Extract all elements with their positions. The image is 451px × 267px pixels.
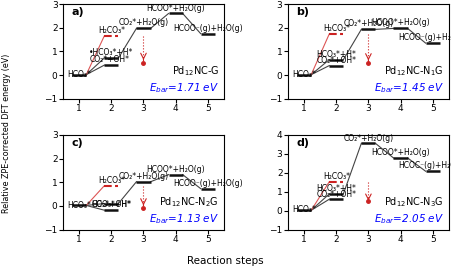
Text: HCO₃*: HCO₃* [67,70,91,79]
Text: $E_{bar}$=1.45 eV: $E_{bar}$=1.45 eV [374,81,444,95]
Text: c): c) [71,138,83,148]
Text: HCOO⁻(g)+H₂O(g): HCOO⁻(g)+H₂O(g) [173,24,243,33]
Text: HCOO⁻(g)+H₂O(g): HCOO⁻(g)+H₂O(g) [173,179,243,188]
Text: •HCO₃*+H*: •HCO₃*+H* [89,48,133,57]
Text: H₂CO₃*: H₂CO₃* [323,24,350,33]
Text: H₂CO₃*: H₂CO₃* [98,176,125,185]
Text: HCOO*+H₂O(g): HCOO*+H₂O(g) [371,18,430,28]
Text: CO₂*+OH*: CO₂*+OH* [316,190,356,199]
Text: HCO₃*+H*: HCO₃*+H* [316,184,356,193]
Text: HCO₃*: HCO₃* [67,201,91,210]
Text: HCOO*+H₂O(g): HCOO*+H₂O(g) [146,165,205,174]
Text: CO₂*+OH*: CO₂*+OH* [316,56,356,65]
Text: $E_{bar}$=1.13 eV: $E_{bar}$=1.13 eV [149,212,219,226]
Text: CO₂*+OH*: CO₂*+OH* [90,55,130,64]
Text: HCOO⁻(g)+H₂O(g): HCOO⁻(g)+H₂O(g) [398,33,451,42]
Text: CO₂*+H₂O(g): CO₂*+H₂O(g) [119,172,169,181]
Text: $E_{bar}$=1.71 eV: $E_{bar}$=1.71 eV [149,81,219,95]
Text: CO₂*+OH*: CO₂*+OH* [92,200,131,209]
Text: HCOO*+H₂O(g): HCOO*+H₂O(g) [146,3,205,13]
Text: H₂CO₃*: H₂CO₃* [323,172,350,181]
Text: d): d) [296,138,309,148]
Text: HCO₃*: HCO₃* [292,205,316,214]
Text: Pd$_{12}$NC-N$_{2}$G: Pd$_{12}$NC-N$_{2}$G [160,195,219,209]
Text: Relative ZPE-corrected DFT energy (eV): Relative ZPE-corrected DFT energy (eV) [2,54,11,213]
Text: a): a) [71,7,84,17]
Text: HCOO*+H₂O(g): HCOO*+H₂O(g) [371,148,430,157]
Text: Reaction steps: Reaction steps [187,256,264,266]
Text: CO₂*+H₂O(g): CO₂*+H₂O(g) [343,134,393,143]
Text: H₂CO₃*: H₂CO₃* [98,26,125,35]
Text: $E_{bar}$=2.05 eV: $E_{bar}$=2.05 eV [374,212,444,226]
Text: HCO₃*: HCO₃* [292,70,316,79]
Text: Pd$_{12}$NC-N$_{1}$G: Pd$_{12}$NC-N$_{1}$G [384,64,444,78]
Text: HCO₃*+H*: HCO₃*+H* [92,200,131,209]
Text: CO₂*+H₂O(g): CO₂*+H₂O(g) [119,18,169,28]
Text: b): b) [296,7,309,17]
Text: Pd$_{12}$NC-N$_{3}$G: Pd$_{12}$NC-N$_{3}$G [384,195,444,209]
Text: HCOC⁻(g)+H₂O(g): HCOC⁻(g)+H₂O(g) [398,162,451,170]
Text: HCO₃*+H*: HCO₃*+H* [316,50,356,59]
Text: Pd$_{12}$NC-G: Pd$_{12}$NC-G [171,64,219,78]
Text: CO₂*+H₂O(g): CO₂*+H₂O(g) [343,19,393,28]
